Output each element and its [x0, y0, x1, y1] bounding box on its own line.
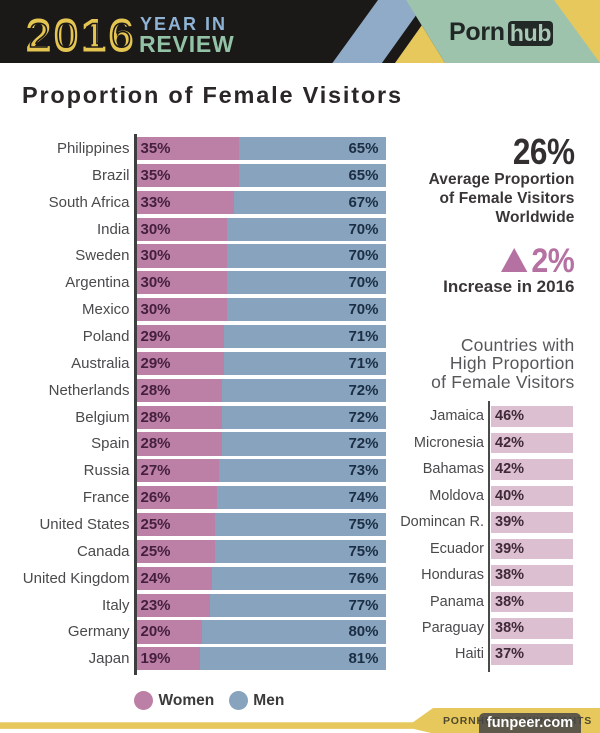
svg-text:6: 6	[112, 17, 131, 55]
svg-text:1: 1	[84, 17, 103, 55]
svg-text:6: 6	[108, 9, 134, 62]
svg-text:2: 2	[29, 17, 48, 55]
svg-text:2: 2	[26, 9, 52, 62]
svg-text:0: 0	[57, 17, 76, 55]
svg-text:0: 0	[53, 9, 79, 62]
svg-text:1: 1	[81, 9, 107, 62]
